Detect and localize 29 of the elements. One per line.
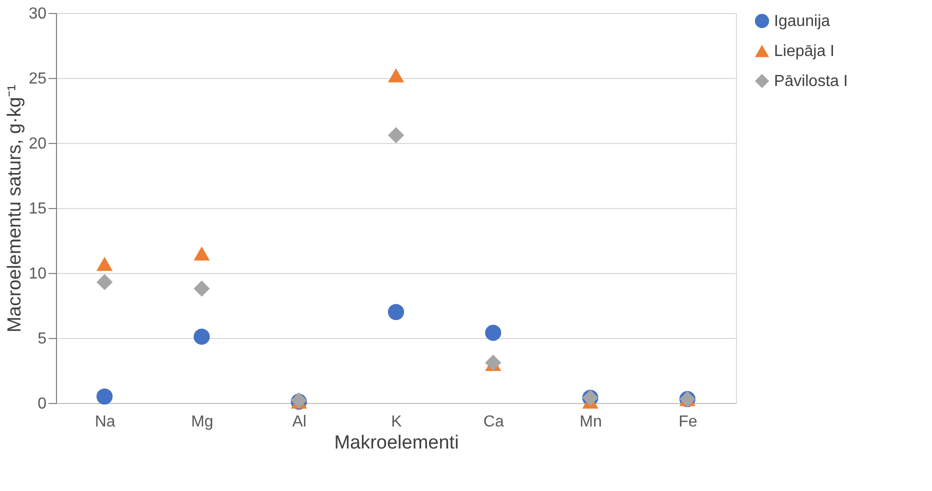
x-tick-label: Na [94, 414, 116, 430]
x-tick-label: Fe [678, 414, 698, 430]
x-tick-label: Ca [483, 414, 504, 430]
point [96, 388, 113, 405]
point [485, 324, 502, 341]
y-axis-title: Macroelementu saturs, g·kg⁻¹ [4, 84, 26, 332]
x-tick-label: Mg [191, 414, 214, 430]
point [194, 280, 210, 297]
x-axis-title: Makroelementi [334, 432, 459, 454]
point [96, 256, 113, 271]
point [388, 68, 404, 82]
point [388, 304, 404, 320]
point [96, 274, 113, 290]
legend-label: Pāvilosta I [774, 73, 848, 90]
y-tick-label: 30 [28, 6, 47, 22]
y-tick-label: 5 [38, 330, 47, 348]
x-tick-label: Mn [580, 414, 602, 430]
point [388, 127, 404, 144]
y-tick-label: 25 [28, 70, 47, 88]
y-tick-label: 10 [28, 266, 47, 282]
y-tick-label: 15 [28, 200, 47, 218]
y-tick-label: 20 [28, 136, 47, 152]
legend-label: Liepāja I [774, 43, 834, 60]
legend-label: Igaunija [774, 13, 830, 30]
point [194, 246, 210, 260]
x-tick-label: Al [292, 414, 306, 430]
x-tick-label: K [391, 414, 402, 430]
point [194, 328, 210, 345]
y-tick-label: 0 [38, 396, 47, 412]
